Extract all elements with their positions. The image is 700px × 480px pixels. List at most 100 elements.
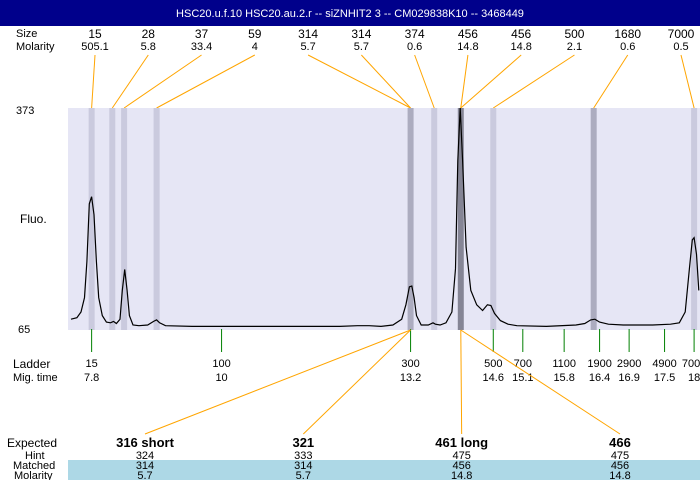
peak-leader-line (111, 54, 149, 109)
peak-molarity-label: 33.4 (191, 41, 212, 53)
expected-matched: 314 (136, 460, 154, 472)
ladder-migtime-label: 16.9 (618, 372, 639, 384)
expected-hint: 324 (136, 450, 154, 462)
peak-size-label: 7000 (668, 27, 695, 41)
peak-size-label: 456 (458, 27, 478, 41)
expected-matched: 456 (452, 460, 470, 472)
peak-band (490, 108, 497, 330)
peak-size-label: 1680 (614, 27, 641, 41)
peak-band (457, 108, 464, 330)
molarity2-row-label: Molarity (14, 470, 53, 480)
expected-name: 466 (609, 435, 631, 450)
peak-molarity-label: 0.6 (407, 41, 422, 53)
expected-name: 321 (292, 435, 314, 450)
peak-molarity-label: 14.8 (457, 41, 478, 53)
peak-size-label: 59 (248, 27, 262, 41)
ladder-migtime-label: 15.8 (553, 372, 574, 384)
expected-hint: 333 (294, 450, 312, 462)
peak-leader-line (680, 54, 695, 109)
ladder-size-label: 4900 (652, 358, 676, 370)
expected-row-label: Expected (7, 436, 57, 450)
peak-leader-line (360, 54, 411, 109)
matched-row-label: Matched (13, 460, 55, 472)
ladder-size-label: 1100 (552, 358, 576, 370)
peak-leader-line (123, 54, 202, 109)
y-axis-bottom-label: 65 (18, 324, 30, 336)
peak-band (431, 108, 438, 330)
ladder-size-label: 7000 (682, 358, 700, 370)
peak-molarity-label: 14.8 (510, 41, 531, 53)
matched-row-bg (68, 460, 700, 480)
expected-hint: 475 (611, 450, 629, 462)
fluorescence-trace (70, 107, 700, 328)
peak-header-group: 15505.1285.83733.45943145.73145.73740.64… (81, 27, 694, 53)
ladder-size-label: 15 (86, 358, 98, 370)
ladder-size-label: 100 (212, 358, 230, 370)
hint-row-label: Hint (25, 450, 45, 462)
peak-leader-line (156, 54, 256, 109)
expected-leader-line (144, 329, 411, 435)
peak-size-label: 28 (142, 27, 156, 41)
ladder-migtime-label: 16.4 (589, 372, 610, 384)
peak-molarity-label: 505.1 (81, 41, 109, 53)
peak-size-label: 374 (405, 27, 425, 41)
expected-molarity: 14.8 (451, 470, 472, 480)
peak-leader-line (593, 54, 629, 109)
ladder-size-label: 500 (484, 358, 502, 370)
y-axis-label: Fluo. (20, 212, 47, 226)
expected-molarity: 14.8 (609, 470, 630, 480)
ladder-ticks (91, 329, 695, 352)
peak-size-label: 314 (298, 27, 318, 41)
expected-leader-line (460, 329, 621, 435)
y-axis-top-label: 373 (16, 105, 34, 117)
peak-molarity-label: 4 (252, 41, 258, 53)
expected-leader-line (302, 329, 411, 435)
size-row-label: Size (16, 28, 37, 40)
ladder-size-label: 2900 (617, 358, 641, 370)
peak-leader-line (91, 54, 96, 109)
chart-title: HSC20.u.f.10 HSC20.au.2.r -- siZNHIT2 3 … (176, 8, 524, 20)
ladder-migtime-label: 14.6 (483, 372, 504, 384)
peak-size-label: 500 (564, 27, 584, 41)
peak-leader-line (460, 54, 522, 109)
expected-hint: 475 (452, 450, 470, 462)
peak-band (121, 108, 128, 330)
ladder-size-label: 300 (401, 358, 419, 370)
peak-leader-line (492, 54, 575, 109)
peak-molarity-label: 5.7 (300, 41, 315, 53)
peak-band (691, 108, 698, 330)
expected-leader-lines (144, 329, 621, 435)
migtime-label: Mig. time (13, 372, 58, 384)
molarity-row-label: Molarity (16, 41, 55, 53)
plot-area (68, 108, 700, 330)
title-bar (0, 0, 700, 26)
ladder-migtime-label: 18 (688, 372, 700, 384)
peak-band (88, 108, 95, 330)
peak-molarity-label: 5.8 (141, 41, 156, 53)
peak-size-label: 456 (511, 27, 531, 41)
peak-leader-line (307, 54, 411, 109)
expected-molarity: 5.7 (137, 470, 152, 480)
peak-band (407, 108, 414, 330)
ladder-migtime-label: 15.1 (512, 372, 533, 384)
peak-band (153, 108, 160, 330)
expected-name: 316 short (116, 435, 174, 450)
peak-leader-lines (91, 54, 695, 109)
ladder-labels: 15 7.8 100 10 300 13.2 500 14.6 700 15.1 1100 15.8 1… (84, 358, 700, 384)
peak-size-label: 37 (195, 27, 209, 41)
ladder-migtime-label: 10 (215, 372, 227, 384)
peak-size-label: 15 (88, 27, 102, 41)
peak-molarity-label: 5.7 (354, 41, 369, 53)
ladder-size-label: 700 (514, 358, 532, 370)
peak-band (590, 108, 597, 330)
ladder-migtime-label: 13.2 (400, 372, 421, 384)
expected-molarity: 5.7 (296, 470, 311, 480)
ladder-label: Ladder (13, 357, 50, 371)
expected-name: 461 long (435, 435, 488, 450)
peak-leader-line (414, 54, 435, 109)
ladder-migtime-label: 7.8 (84, 372, 99, 384)
peak-molarity-label: 2.1 (567, 41, 582, 53)
peak-leader-line (460, 54, 469, 109)
